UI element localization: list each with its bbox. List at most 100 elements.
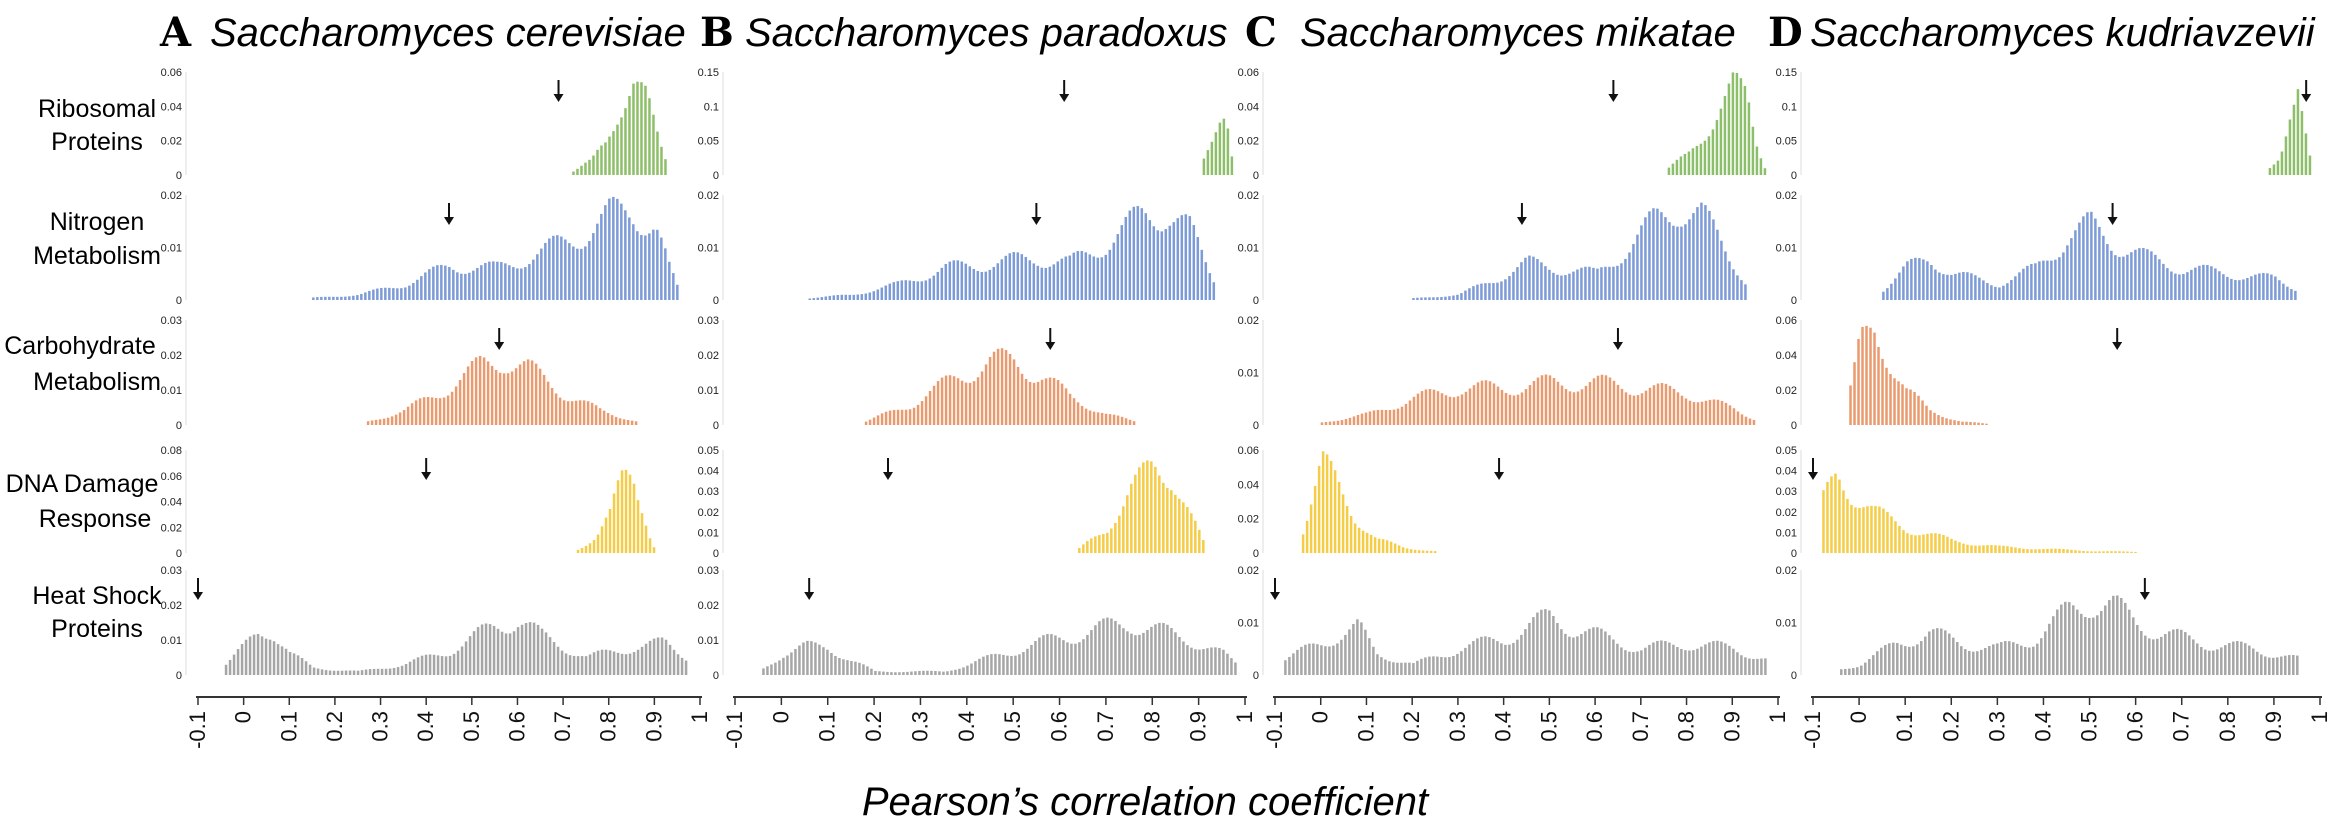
histogram-bar (2038, 549, 2041, 553)
histogram-bar (1020, 254, 1024, 300)
histogram-bar (1012, 252, 1016, 300)
histogram-bar (320, 296, 323, 300)
histogram-bar (1368, 638, 1371, 675)
histogram-bar (1468, 644, 1471, 675)
histogram-bar (1028, 260, 1032, 300)
histogram-bar (996, 348, 1000, 425)
y-tick-label: 0.01 (1776, 527, 1797, 539)
histogram-bar (312, 297, 315, 300)
histogram-bar (410, 403, 414, 425)
histogram-bar (592, 540, 596, 553)
x-tick-label: 0.8 (1139, 711, 1164, 742)
histogram-bar (1226, 128, 1230, 175)
histogram-bar (252, 634, 256, 675)
histogram-bar (1456, 396, 1460, 425)
histogram-bar (1226, 653, 1229, 675)
histogram-bar (1608, 635, 1611, 675)
histogram-bar (2242, 279, 2245, 300)
histogram-bar (1720, 641, 1723, 675)
histogram-bar (260, 636, 264, 675)
histogram-bar (2292, 654, 2295, 675)
histogram-bar (1388, 661, 1391, 675)
histogram-bar (1500, 643, 1503, 675)
histogram-bar (1404, 403, 1408, 425)
panel-a: 0.060.040.0200.020.0100.030.020.0100.080… (161, 67, 712, 749)
histogram-bar (448, 655, 452, 675)
histogram-bar (2006, 546, 2009, 553)
histogram-bar (1861, 326, 1864, 425)
histogram-bar (636, 500, 640, 553)
histogram-bar (536, 624, 540, 675)
histogram-bar (444, 265, 447, 300)
histogram-bar (1994, 286, 1997, 300)
y-tick-label: 0.02 (1776, 190, 1797, 202)
histogram-bar (668, 261, 671, 300)
histogram-bar (1596, 268, 1599, 300)
histogram-bar (336, 296, 339, 300)
histogram-bar (598, 408, 602, 425)
histogram-bar (1340, 420, 1344, 425)
histogram-bar (1724, 402, 1728, 425)
histogram-bar (652, 114, 655, 175)
arrow-head (421, 472, 432, 480)
histogram-bar (888, 410, 892, 425)
series-heat-shock-proteins-a: 0.030.020.010 (161, 565, 688, 682)
histogram-bar (568, 655, 572, 675)
histogram-bar (1704, 400, 1708, 425)
histogram-bar (1922, 259, 1925, 300)
histogram-bar (1970, 545, 1973, 553)
histogram-bar (604, 649, 608, 675)
histogram-bar (572, 246, 575, 300)
histogram-bar (818, 644, 821, 675)
histogram-bar (900, 409, 904, 425)
histogram-bar (1954, 273, 1957, 300)
histogram-bar (232, 654, 236, 675)
y-tick-label: 0.03 (698, 565, 719, 577)
histogram-bar (1532, 380, 1536, 425)
histogram-bar (412, 283, 415, 300)
histogram-bar (1974, 545, 1977, 553)
histogram-bar (574, 400, 578, 425)
histogram-bar (1917, 395, 1920, 425)
histogram-bar (1660, 640, 1663, 675)
histogram-bar (960, 261, 964, 300)
histogram-bar (952, 260, 956, 300)
histogram-bar (1699, 143, 1703, 175)
histogram-bar (1349, 516, 1353, 553)
histogram-bar (1922, 534, 1925, 553)
histogram-bar (778, 660, 781, 675)
histogram-bar (1432, 389, 1436, 425)
series-ribosomal-proteins-b: 0.150.10.050 (698, 67, 1234, 182)
histogram-bar (988, 269, 992, 300)
histogram-bar (1132, 421, 1136, 425)
histogram-bar (2292, 104, 2296, 175)
histogram-bar (1707, 136, 1711, 175)
histogram-bar (1166, 624, 1169, 675)
histogram-bar (1124, 216, 1128, 300)
histogram-bar (636, 649, 640, 675)
histogram-bar (2106, 244, 2109, 300)
histogram-bar (2038, 261, 2041, 300)
histogram-bar (1652, 208, 1655, 300)
histogram-bar (1560, 629, 1563, 675)
histogram-bar (1126, 495, 1129, 553)
histogram-bar (1886, 511, 1889, 553)
histogram-bar (484, 262, 487, 300)
histogram-bar (360, 670, 364, 675)
histogram-bar (1950, 274, 1953, 300)
histogram-bar (480, 624, 484, 675)
histogram-bar (1564, 275, 1567, 300)
histogram-bar (1908, 646, 1911, 675)
histogram-bar (968, 382, 972, 425)
histogram-bar (582, 400, 586, 425)
histogram-bar (522, 361, 526, 425)
histogram-bar (1668, 642, 1671, 675)
histogram-bar (1680, 226, 1683, 300)
histogram-bar (390, 416, 394, 425)
panel-letter-c: C (1245, 9, 1277, 56)
histogram-bar (602, 410, 606, 425)
histogram-bar (2282, 283, 2285, 300)
histogram-bar (1312, 643, 1315, 675)
x-axis-a: -0.1 0 0.1 0.2 0.3 0.4 0.5 0.6 0.7 0.8 0.9 1 (185, 696, 712, 749)
y-tick-label: 0 (713, 670, 719, 682)
